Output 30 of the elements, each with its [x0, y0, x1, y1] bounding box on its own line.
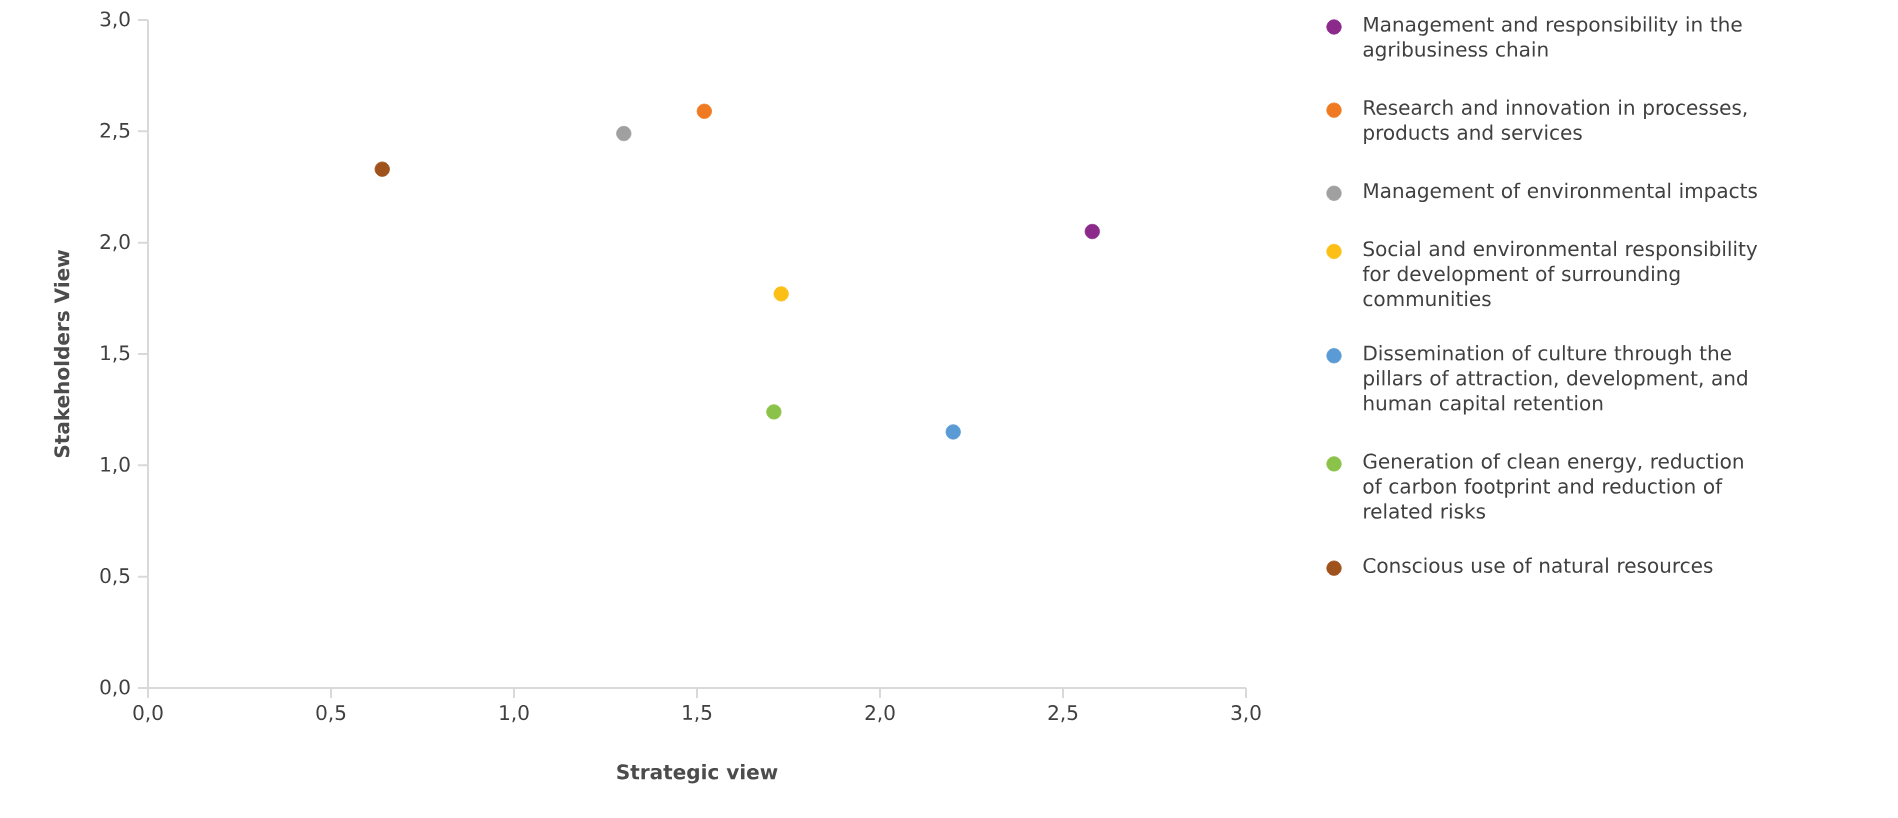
y-tick-label: 2,0	[100, 234, 130, 252]
y-tick-label: 2,5	[100, 122, 130, 140]
x-tick-label: 1,0	[500, 705, 529, 723]
legend-label: Research and innovation in processes, products and services	[1364, 99, 1747, 144]
legend-label: Conscious use of natural resources	[1363, 557, 1713, 574]
point	[1084, 223, 1100, 240]
point	[374, 161, 390, 177]
point	[945, 424, 961, 440]
legend-label: Management and responsibility in the agribusiness chain	[1363, 16, 1742, 61]
x-tick-label: 2,0	[865, 705, 895, 723]
legend-label: Dissemination of culture through the pillars of attraction, development, and human capital retention	[1364, 345, 1747, 415]
y-tick-label: 0,5	[100, 568, 130, 586]
point	[773, 286, 789, 302]
x-tick-label: 2,5	[1048, 705, 1078, 723]
point	[616, 125, 632, 142]
legend-label: Social and environmental responsibility for development of surrounding communities	[1362, 240, 1758, 307]
y-tick-label: 0,0	[100, 679, 130, 697]
y-tick-label: 1,5	[101, 345, 130, 363]
x-tick-label: 3,0	[1231, 705, 1261, 723]
point	[766, 404, 782, 420]
legend-label: Management of environmental impacts	[1364, 182, 1757, 203]
point	[696, 103, 712, 119]
legend-label: Generation of clean energy, reduction of carbon footprint and reduction of related risks	[1363, 453, 1743, 519]
x-tick-label: 1,5	[683, 705, 712, 722]
x-tick-label: 0,0	[133, 705, 163, 723]
x-axis-title: Strategic view	[617, 763, 778, 784]
x-tick-label: 0,5	[316, 705, 346, 723]
y-tick-label: 3,0	[100, 11, 130, 29]
y-axis-title: Stakeholders View	[53, 250, 70, 458]
y-tick-label: 1,0	[101, 456, 130, 474]
